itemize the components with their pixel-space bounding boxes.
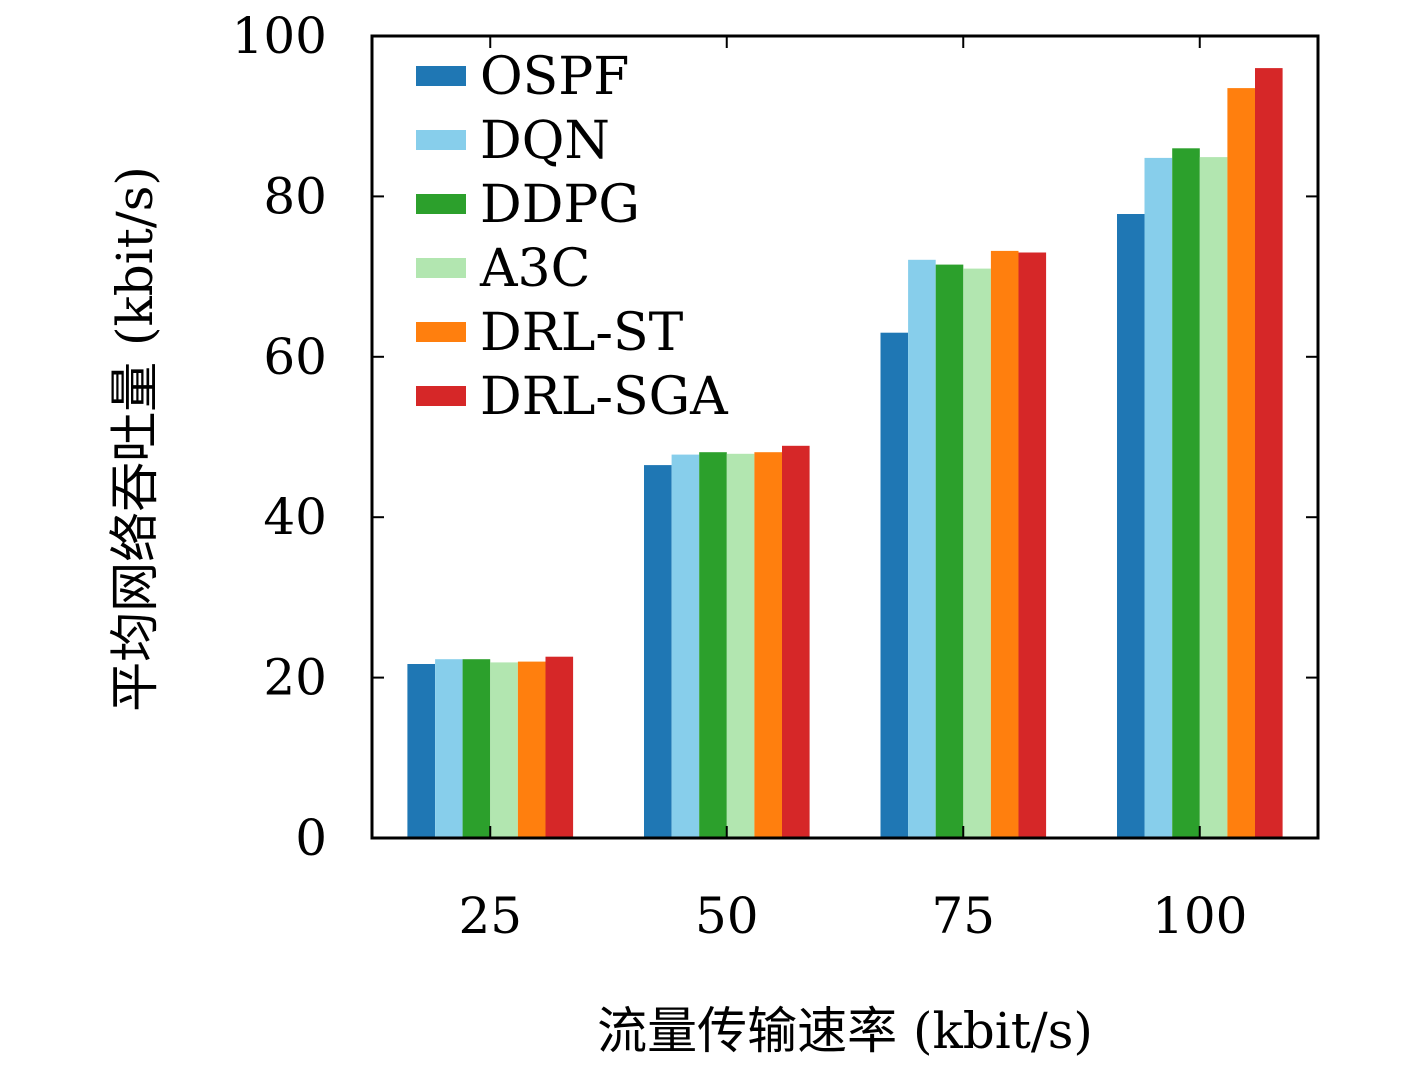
x-tick-label: 100 — [1152, 887, 1247, 945]
x-tick-label: 50 — [695, 887, 759, 945]
bar-ospf-25 — [407, 664, 435, 838]
ticks-group: 0 20 40 60 80 100 25 50 75 100 — [232, 7, 1318, 945]
bar-a3c-75 — [963, 268, 991, 839]
legend-swatch-a3c — [416, 258, 466, 278]
bar-drl-sga-50 — [782, 445, 810, 838]
bar-dqn-50 — [671, 454, 700, 838]
y-tick-label: 100 — [232, 7, 327, 65]
legend-label-drl-sga: DRL-SGA — [480, 367, 729, 427]
legend-swatch-drl-st — [416, 322, 466, 342]
legend-label-drl-st: DRL-ST — [480, 303, 684, 363]
bar-ddpg-25 — [462, 659, 491, 838]
bar-drl-sga-25 — [545, 656, 574, 838]
bar-a3c-50 — [726, 453, 755, 838]
bar-ospf-75 — [880, 332, 909, 838]
bar-ospf-50 — [644, 465, 672, 838]
x-tick-label: 25 — [458, 887, 522, 945]
bar-drl-sga-75 — [1018, 252, 1047, 838]
legend-label-ospf: OSPF — [480, 47, 629, 107]
x-axis-label: 流量传输速率 (kbit/s) — [597, 1002, 1093, 1060]
legend-label-a3c: A3C — [479, 239, 590, 299]
bar-ospf-100 — [1117, 214, 1145, 838]
bar-dqn-25 — [435, 659, 463, 838]
bar-ddpg-100 — [1172, 148, 1200, 839]
bar-ddpg-50 — [699, 452, 727, 838]
bar-a3c-100 — [1199, 157, 1228, 839]
bar-drl-sga-100 — [1255, 68, 1283, 839]
legend-swatch-dqn — [416, 130, 466, 150]
plot-frame — [370, 34, 1320, 840]
y-tick-label: 0 — [295, 809, 327, 867]
bar-a3c-25 — [490, 662, 518, 838]
bar-drl-st-75 — [990, 250, 1019, 838]
bar-ddpg-75 — [935, 264, 964, 839]
legend-label-dqn: DQN — [480, 111, 610, 171]
bar-drl-st-100 — [1227, 88, 1255, 839]
y-tick-label: 60 — [263, 328, 327, 386]
y-tick-label: 20 — [263, 649, 327, 707]
bar-dqn-75 — [908, 259, 936, 838]
legend-swatch-ddpg — [416, 194, 466, 214]
bar-drl-st-25 — [517, 661, 546, 838]
bar-dqn-100 — [1144, 157, 1173, 838]
y-tick-label: 40 — [263, 488, 327, 546]
legend-swatch-ospf — [416, 66, 466, 86]
y-axis-label: 平均网络吞吐量 (kbit/s) — [106, 166, 164, 712]
legend-label-ddpg: DDPG — [480, 175, 640, 235]
bar-drl-st-50 — [754, 452, 782, 838]
x-tick-label: 75 — [931, 887, 995, 945]
legend-swatch-drl-sga — [416, 386, 466, 406]
y-tick-label: 80 — [263, 167, 327, 225]
bars-group — [407, 68, 1283, 839]
